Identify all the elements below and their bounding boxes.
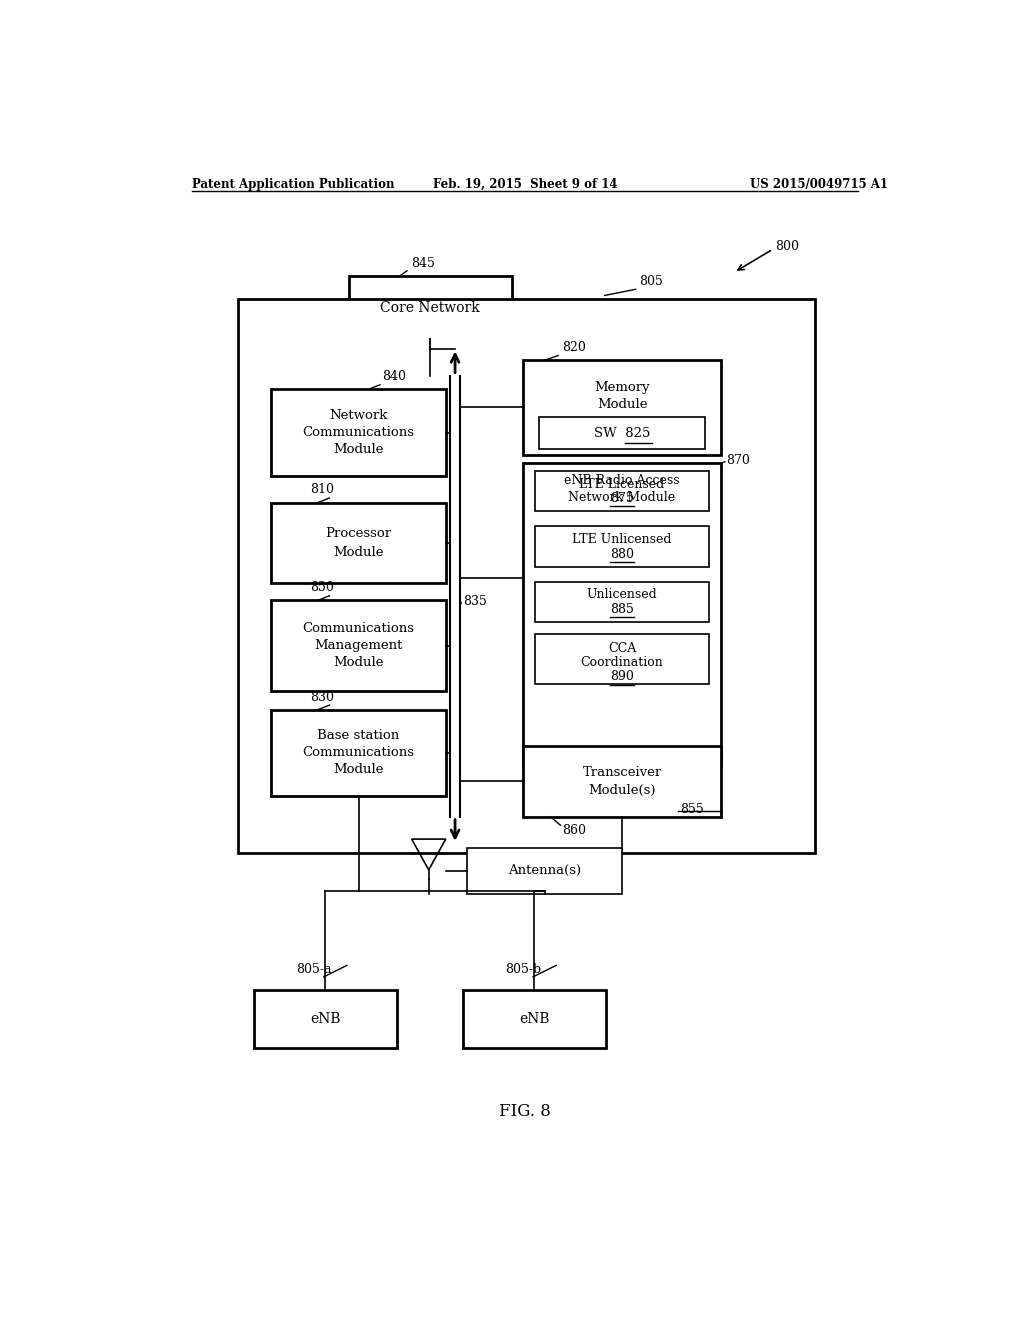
Text: Module: Module: [597, 399, 647, 412]
Text: 805-a: 805-a: [296, 964, 332, 977]
FancyBboxPatch shape: [254, 990, 397, 1048]
Text: Coordination: Coordination: [581, 656, 664, 669]
Text: eNB: eNB: [310, 1012, 341, 1026]
Text: Core Network: Core Network: [380, 301, 480, 314]
Text: 855: 855: [680, 803, 703, 816]
FancyBboxPatch shape: [535, 471, 710, 511]
Text: Module(s): Module(s): [589, 784, 655, 797]
Text: LTE Unlicensed: LTE Unlicensed: [572, 533, 672, 546]
Text: 845: 845: [411, 257, 435, 271]
FancyBboxPatch shape: [271, 389, 445, 475]
Text: 860: 860: [562, 825, 586, 837]
Text: Communications: Communications: [302, 622, 415, 635]
FancyBboxPatch shape: [539, 417, 706, 450]
Text: Network Module: Network Module: [568, 491, 676, 504]
Text: LTE Licensed: LTE Licensed: [580, 478, 665, 491]
Text: 850: 850: [310, 581, 334, 594]
Text: Feb. 19, 2015  Sheet 9 of 14: Feb. 19, 2015 Sheet 9 of 14: [432, 178, 617, 190]
FancyBboxPatch shape: [535, 527, 710, 566]
Text: Module: Module: [334, 444, 384, 455]
FancyBboxPatch shape: [523, 746, 721, 817]
Text: US 2015/0049715 A1: US 2015/0049715 A1: [750, 178, 888, 190]
Text: 800: 800: [775, 240, 799, 253]
Text: Communications: Communications: [302, 426, 415, 440]
FancyBboxPatch shape: [467, 847, 623, 894]
Text: 870: 870: [726, 454, 751, 467]
Text: 805-b: 805-b: [505, 964, 541, 977]
Text: Patent Application Publication: Patent Application Publication: [191, 178, 394, 190]
Text: Management: Management: [314, 639, 402, 652]
Text: eNB: eNB: [519, 1012, 550, 1026]
Text: Antenna(s): Antenna(s): [508, 865, 582, 878]
Text: Transceiver: Transceiver: [583, 766, 662, 779]
FancyBboxPatch shape: [535, 582, 710, 622]
FancyBboxPatch shape: [463, 990, 606, 1048]
Text: 835: 835: [463, 594, 486, 607]
FancyBboxPatch shape: [271, 601, 445, 692]
FancyBboxPatch shape: [535, 635, 710, 684]
Text: Network: Network: [330, 409, 388, 422]
FancyBboxPatch shape: [523, 360, 721, 455]
Text: 830: 830: [310, 690, 334, 704]
FancyBboxPatch shape: [349, 276, 512, 339]
FancyBboxPatch shape: [271, 710, 445, 796]
FancyBboxPatch shape: [523, 463, 721, 766]
Text: CCA: CCA: [608, 642, 636, 655]
FancyBboxPatch shape: [238, 298, 815, 853]
Text: 880: 880: [610, 548, 634, 561]
Text: Module: Module: [334, 656, 384, 669]
Text: 820: 820: [562, 341, 586, 354]
Text: FIG. 8: FIG. 8: [499, 1104, 551, 1121]
FancyBboxPatch shape: [271, 503, 445, 583]
Text: SW  825: SW 825: [594, 426, 650, 440]
Text: 875: 875: [610, 492, 634, 506]
Text: 890: 890: [610, 669, 634, 682]
Text: Module: Module: [334, 545, 384, 558]
Text: Base station: Base station: [317, 730, 399, 742]
Text: Communications: Communications: [302, 746, 415, 759]
Text: eNB Radio Access: eNB Radio Access: [564, 474, 680, 487]
Text: Processor: Processor: [326, 527, 391, 540]
Text: 885: 885: [610, 603, 634, 616]
Text: Module: Module: [334, 763, 384, 776]
Text: Memory: Memory: [594, 380, 650, 393]
Text: Unlicensed: Unlicensed: [587, 589, 657, 602]
Text: 840: 840: [382, 370, 407, 383]
Text: 805: 805: [640, 275, 664, 288]
Text: 810: 810: [310, 483, 334, 496]
